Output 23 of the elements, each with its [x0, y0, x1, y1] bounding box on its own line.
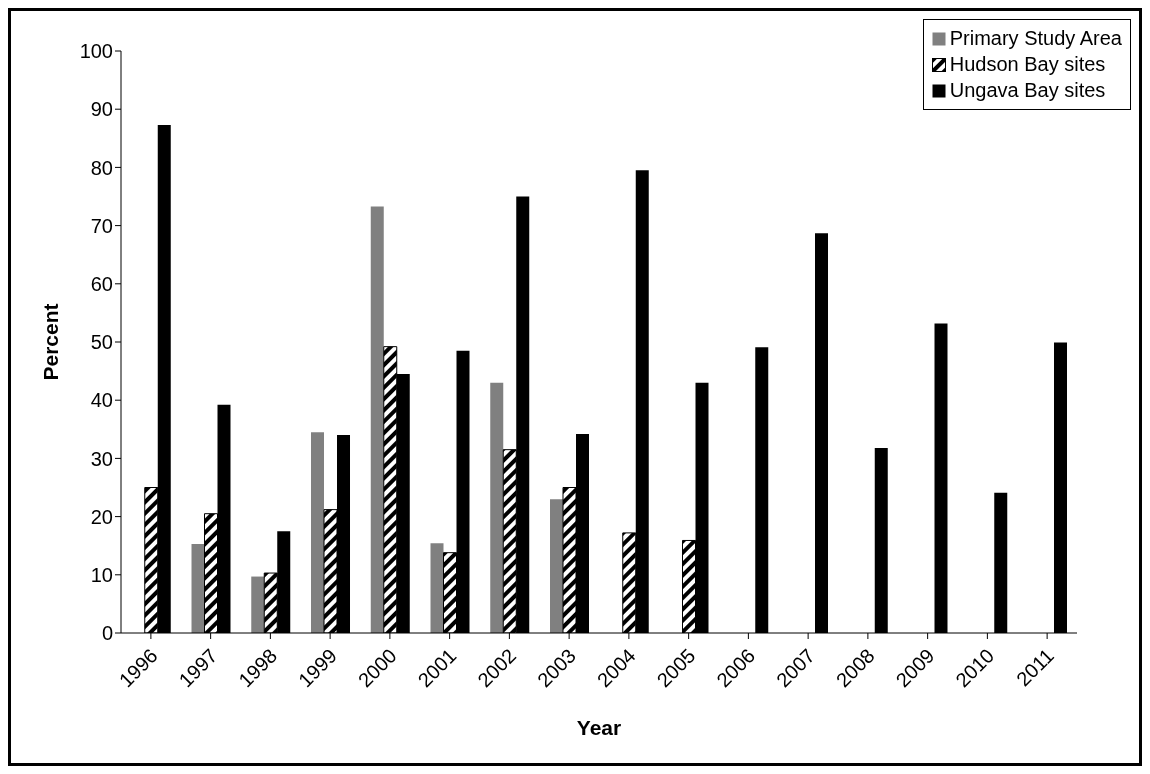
y-tick-label: 90 — [90, 98, 113, 121]
bar — [550, 499, 564, 633]
legend-label: Hudson Bay sites — [949, 53, 1106, 76]
y-tick-label: 10 — [90, 563, 113, 586]
bar — [430, 543, 444, 633]
y-axis-title: Percent — [39, 303, 63, 381]
y-tick-label: 60 — [90, 272, 113, 295]
bar — [490, 382, 504, 633]
legend-label: Primary Study Area — [949, 27, 1122, 50]
x-axis-title: Year — [576, 716, 622, 739]
bar — [311, 432, 325, 633]
y-tick-label: 80 — [90, 156, 113, 179]
y-tick-label: 50 — [90, 331, 113, 354]
y-tick-label: 30 — [90, 447, 113, 470]
y-tick-label: 20 — [90, 505, 113, 528]
y-tick-label: 0 — [101, 622, 113, 645]
bar — [370, 206, 384, 633]
y-tick-label: 70 — [90, 214, 113, 237]
y-tick-label: 100 — [79, 40, 113, 63]
bar — [251, 576, 265, 633]
y-tick-label: 40 — [90, 389, 113, 412]
legend-label: Ungava Bay sites — [949, 79, 1106, 102]
bar — [191, 543, 205, 633]
